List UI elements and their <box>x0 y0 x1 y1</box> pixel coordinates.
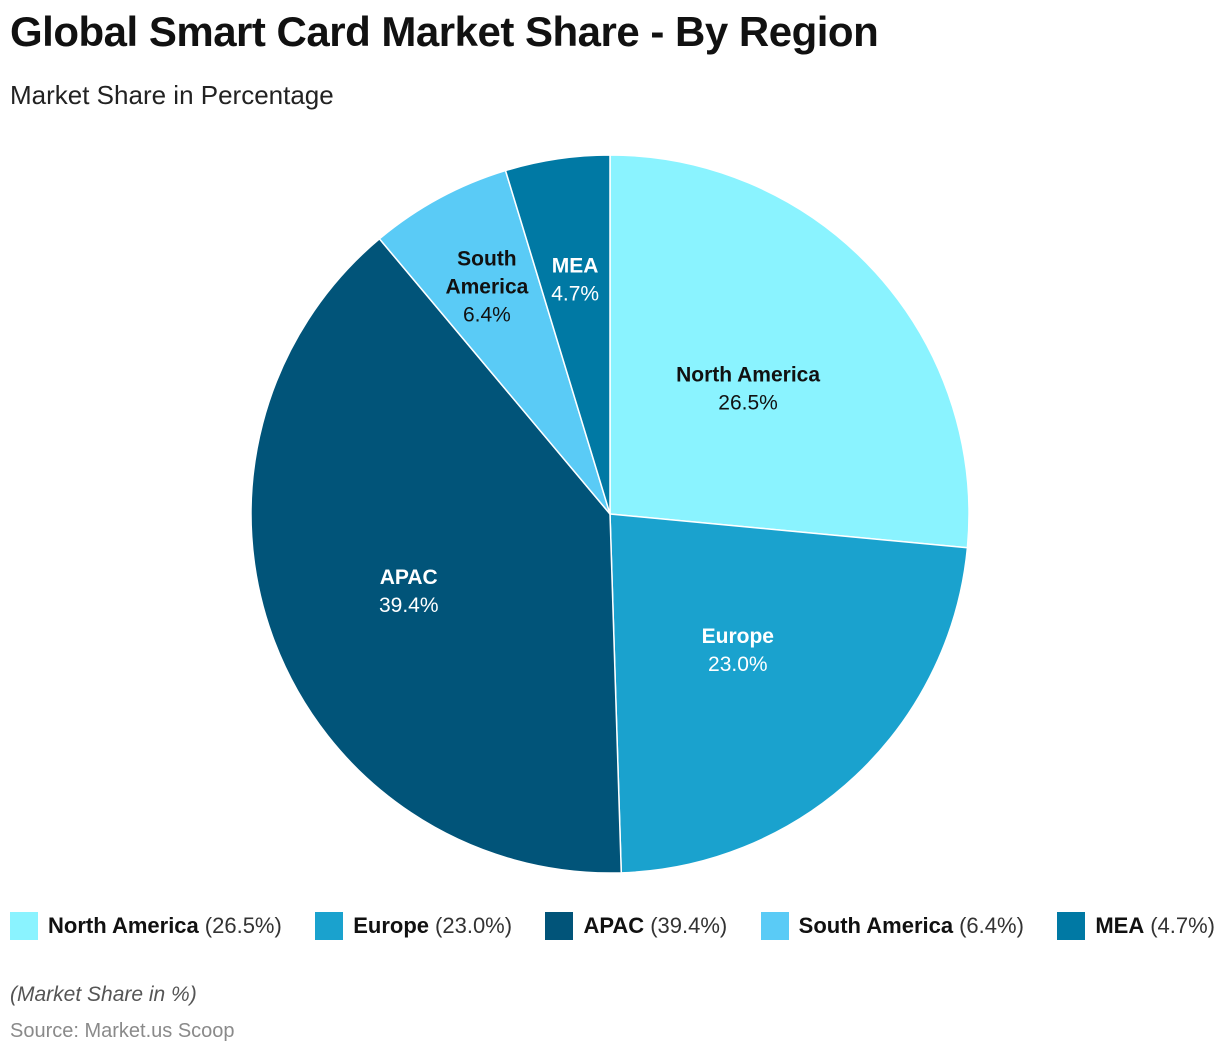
legend-label: North America <box>48 913 199 938</box>
pie-slice-north-america <box>609 154 970 549</box>
pie-label-europe: Europe 23.0% <box>702 625 774 676</box>
legend-value: (26.5%) <box>204 913 282 938</box>
legend-swatch <box>1057 912 1086 940</box>
legend-item-apac: APAC (39.4%) <box>545 912 727 940</box>
legend-value: (39.4%) <box>650 913 728 938</box>
pie-slice-mea <box>504 154 611 515</box>
chart-note: (Market Share in %) <box>10 983 197 1006</box>
legend-item-north-america: North America (26.5%) <box>10 912 282 940</box>
legend-label: APAC <box>583 913 645 938</box>
pie-label-apac: APAC 39.4% <box>379 566 439 617</box>
legend-value: (23.0%) <box>435 913 513 938</box>
legend-value: (6.4%) <box>959 913 1024 938</box>
legend-swatch <box>10 912 38 940</box>
chart-legend: North America (26.5%) Europe (23.0%) APAC (39… <box>10 912 1215 940</box>
legend-label: MEA <box>1095 913 1145 938</box>
legend-swatch <box>760 912 789 940</box>
legend-swatch <box>545 912 574 940</box>
pie-label-north-america: North America 26.5% <box>676 363 820 414</box>
pie-label-south-america: South America 6.4% <box>445 248 528 327</box>
pie-slice-europe <box>609 513 969 874</box>
legend-swatch <box>315 912 344 940</box>
legend-label: Europe <box>353 913 430 938</box>
chart-source: Source: Market.us Scoop <box>10 1020 235 1042</box>
legend-item-europe: Europe (23.0%) <box>315 912 512 940</box>
chart-subtitle: Market Share in Percentage <box>10 80 334 110</box>
legend-label: South America <box>798 913 954 938</box>
legend-value: (4.7%) <box>1150 913 1215 938</box>
pie-chart: North America 26.5% Europe 23.0% APAC 39.4% So… <box>250 154 970 874</box>
legend-item-mea: MEA (4.7%) <box>1057 912 1215 940</box>
pie-slice-apac <box>250 237 623 874</box>
legend-item-south-america: South America (6.4%) <box>760 912 1024 940</box>
pie-slice-south-america <box>378 169 611 515</box>
chart-title: Global Smart Card Market Share - By Regi… <box>10 8 879 55</box>
pie-label-mea: MEA 4.7% <box>551 255 599 306</box>
